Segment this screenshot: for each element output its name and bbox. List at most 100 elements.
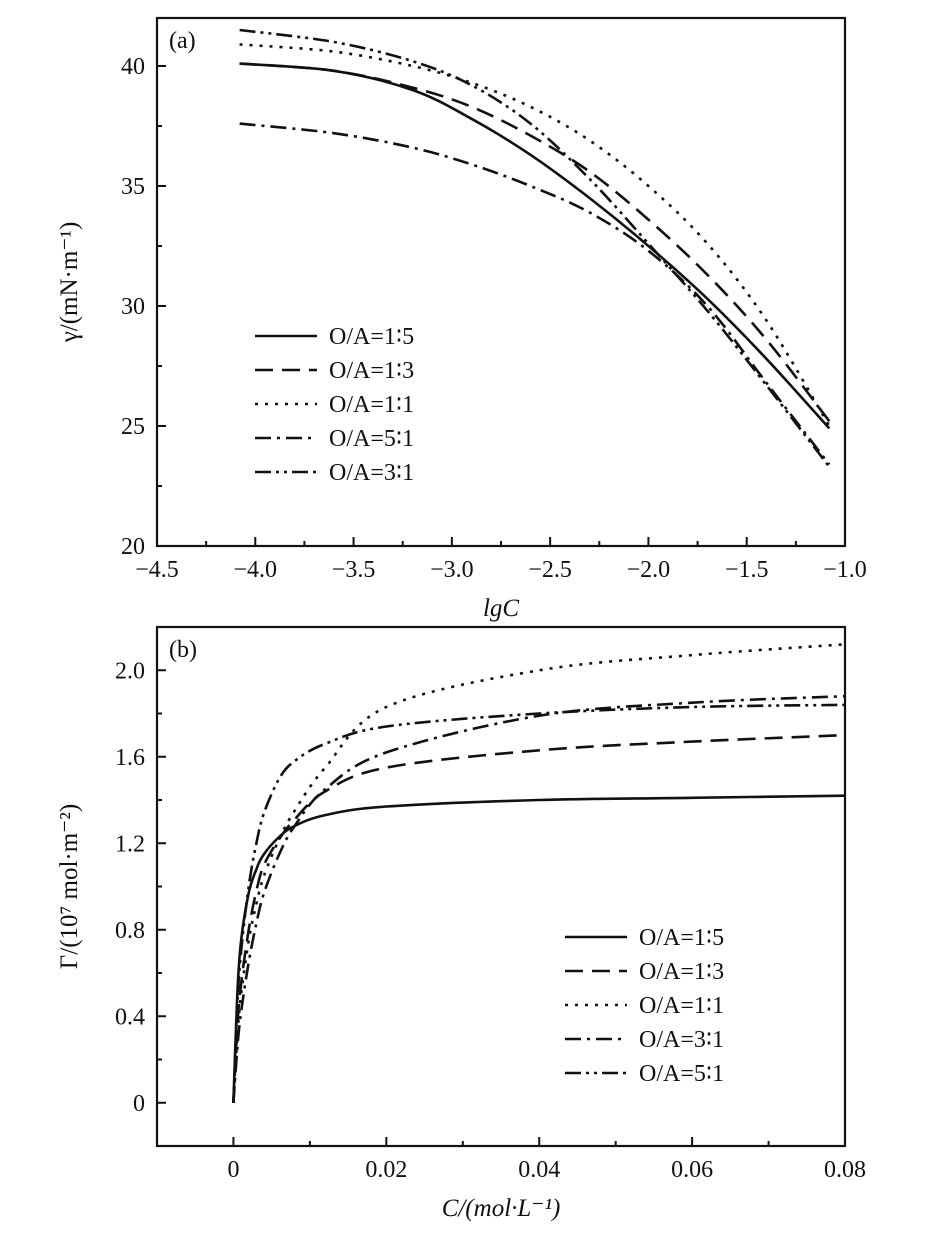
data-point (828, 427, 831, 430)
legend-label: O/A=1∶1 (329, 392, 414, 418)
data-point (411, 86, 414, 89)
data-point (385, 706, 388, 709)
data-point (293, 760, 296, 763)
data-point (529, 185, 532, 188)
x-axis-label: C/(mol·L⁻¹) (442, 1195, 561, 1222)
series-line (239, 28, 831, 468)
data-point (765, 358, 768, 361)
y-tick-label: 35 (121, 174, 145, 200)
data-point (470, 82, 473, 85)
data-point (588, 211, 591, 214)
data-point (691, 701, 694, 704)
data-point (706, 305, 709, 308)
y-tick-label: 0.8 (115, 918, 145, 944)
x-tick-label: 0.04 (518, 1157, 560, 1183)
y-tick-label: 0.4 (115, 1004, 145, 1030)
data-point (765, 319, 768, 322)
legend-label: O/A=1∶1 (639, 993, 724, 1019)
data-point (529, 154, 532, 157)
data-point (236, 1047, 239, 1050)
x-axis-label: lgC (483, 595, 519, 622)
chart-panel-b: 0 0.02 0.04 0.06 0.08 0 0.4 0.8 1.2 1.6 2.0 (b) C/(m… (56, 625, 866, 1222)
data-point (828, 466, 831, 469)
data-point (278, 838, 281, 841)
x-tick-label: −1.5 (725, 557, 769, 583)
data-point (247, 892, 250, 895)
data-point (238, 29, 241, 32)
x-tick-label: −1.0 (823, 557, 867, 583)
data-point (236, 1004, 239, 1007)
data-point (691, 706, 694, 709)
data-point (706, 298, 709, 301)
data-point (240, 1011, 243, 1014)
data-point (293, 825, 296, 828)
data-point (647, 185, 650, 188)
series-line (232, 794, 845, 1103)
data-point (324, 788, 327, 791)
data-point (263, 864, 266, 867)
data-point (333, 70, 336, 73)
series-line (239, 122, 831, 466)
data-point (324, 814, 327, 817)
data-point (706, 310, 709, 313)
x-tick-label: 0.08 (824, 1157, 866, 1183)
series-line (232, 703, 845, 1103)
data-point (529, 134, 532, 137)
y-tick-label: 0 (133, 1091, 145, 1117)
y-tick-label: 40 (121, 54, 145, 80)
data-point (647, 250, 650, 253)
panel-label: (a) (169, 28, 196, 54)
data-point (333, 41, 336, 44)
y-tick-label: 30 (121, 294, 145, 320)
data-point (844, 794, 847, 797)
chart-panel-a: −4.5 −4.0 −3.5 −3.0 −2.5 −2.0 −1.5 −1.0 20 25 30 35… (56, 16, 867, 622)
x-tick-label: −3.5 (332, 557, 376, 583)
data-point (255, 903, 258, 906)
data-point (828, 425, 831, 428)
data-point (247, 885, 250, 888)
data-point (538, 799, 541, 802)
legend-label: O/A=1∶5 (329, 324, 414, 350)
series-line (239, 62, 831, 430)
x-tick-label: 0.06 (671, 1157, 713, 1183)
data-point (255, 842, 258, 845)
data-point (470, 84, 473, 87)
x-tick-label: −2.5 (528, 557, 572, 583)
data-point (333, 50, 336, 53)
data-point (240, 993, 243, 996)
data-point (691, 740, 694, 743)
x-tick-label: 0.02 (365, 1157, 407, 1183)
data-point (238, 43, 241, 46)
x-tick-label: −2.0 (627, 557, 671, 583)
y-tick-label: 1.6 (115, 745, 145, 771)
legend-label: O/A=3∶1 (639, 1027, 724, 1053)
data-point (293, 810, 296, 813)
data-point (263, 812, 266, 815)
data-point (236, 993, 239, 996)
data-point (238, 62, 241, 65)
y-tick-label: 2.0 (115, 658, 145, 684)
data-point (765, 338, 768, 341)
panel-label: (b) (169, 637, 197, 663)
y-tick-label: 1.2 (115, 831, 145, 857)
y-axis-label: Γ/(10⁷ mol·m⁻²) (56, 804, 83, 969)
data-point (333, 132, 336, 135)
data-point (411, 146, 414, 149)
x-tick-label: −4.5 (135, 557, 179, 583)
series-line (232, 643, 845, 1103)
legend-label: O/A=3∶1 (329, 460, 414, 486)
data-point (529, 106, 532, 109)
data-point (411, 60, 414, 63)
legend-label: O/A=5∶1 (639, 1061, 724, 1087)
data-point (385, 725, 388, 728)
data-point (706, 274, 709, 277)
data-point (691, 797, 694, 800)
data-point (647, 242, 650, 245)
data-point (255, 868, 258, 871)
x-tick-label: 0 (227, 1157, 239, 1183)
y-tick-label: 20 (121, 534, 145, 560)
data-point (263, 892, 266, 895)
data-point (588, 178, 591, 181)
data-point (247, 939, 250, 942)
